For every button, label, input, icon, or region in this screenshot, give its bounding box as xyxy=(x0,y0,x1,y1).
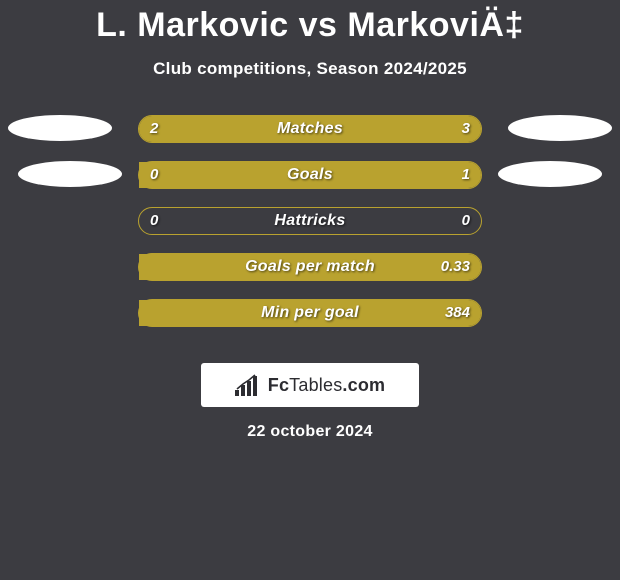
stat-row: Goals per match0.33 xyxy=(0,253,620,299)
logo-text: FcTables.com xyxy=(268,375,385,396)
comparison-chart: Matches23Goals01Hattricks00Goals per mat… xyxy=(0,115,620,345)
page-title: L. Markovic vs MarkoviÄ‡ xyxy=(0,0,620,45)
bar-right xyxy=(139,162,481,188)
bar-track xyxy=(138,299,482,327)
bar-right xyxy=(139,254,481,280)
bar-track xyxy=(138,207,482,235)
stat-row: Goals01 xyxy=(0,161,620,207)
subtitle: Club competitions, Season 2024/2025 xyxy=(0,59,620,79)
fctables-logo: FcTables.com xyxy=(201,363,419,407)
bar-left xyxy=(139,116,276,142)
bar-track xyxy=(138,161,482,189)
stat-row: Min per goal384 xyxy=(0,299,620,345)
bar-track xyxy=(138,115,482,143)
stat-row: Matches23 xyxy=(0,115,620,161)
logo-bars-icon xyxy=(235,374,263,396)
bar-right xyxy=(139,300,481,326)
date-text: 22 october 2024 xyxy=(0,423,620,441)
stat-row: Hattricks00 xyxy=(0,207,620,253)
bar-track xyxy=(138,253,482,281)
bar-right xyxy=(276,116,481,142)
